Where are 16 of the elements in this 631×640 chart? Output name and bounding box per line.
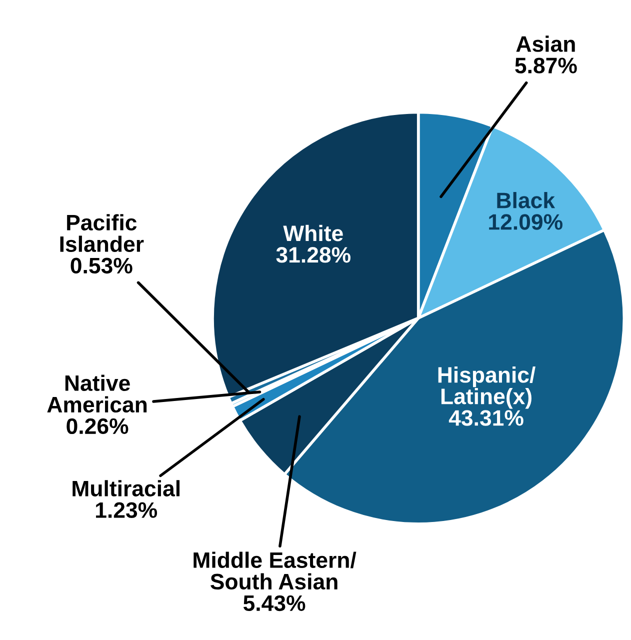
slice-label: Native American bbox=[47, 374, 147, 413]
data-label: 12.09% bbox=[489, 214, 562, 230]
data-label: 43.31% bbox=[448, 410, 524, 426]
slice-label: Pacific Islander bbox=[60, 214, 144, 252]
slice-label: Black bbox=[497, 192, 556, 208]
slice-label: Middle Eastern/ South Asian bbox=[194, 552, 356, 590]
slice-label: Multiracial bbox=[72, 480, 180, 496]
data-label: 5.43% bbox=[243, 595, 306, 612]
data-label: 0.53% bbox=[70, 258, 132, 274]
data-label: 0.26% bbox=[66, 418, 128, 434]
data-label: 1.23% bbox=[96, 502, 158, 518]
slice-label: White bbox=[283, 224, 343, 242]
data-label: 5.87% bbox=[515, 58, 577, 74]
data-label: 31.28% bbox=[276, 247, 350, 263]
slice-label: Asian bbox=[516, 36, 575, 52]
slice-label: Hispanic/ Latine(x) bbox=[438, 366, 536, 409]
